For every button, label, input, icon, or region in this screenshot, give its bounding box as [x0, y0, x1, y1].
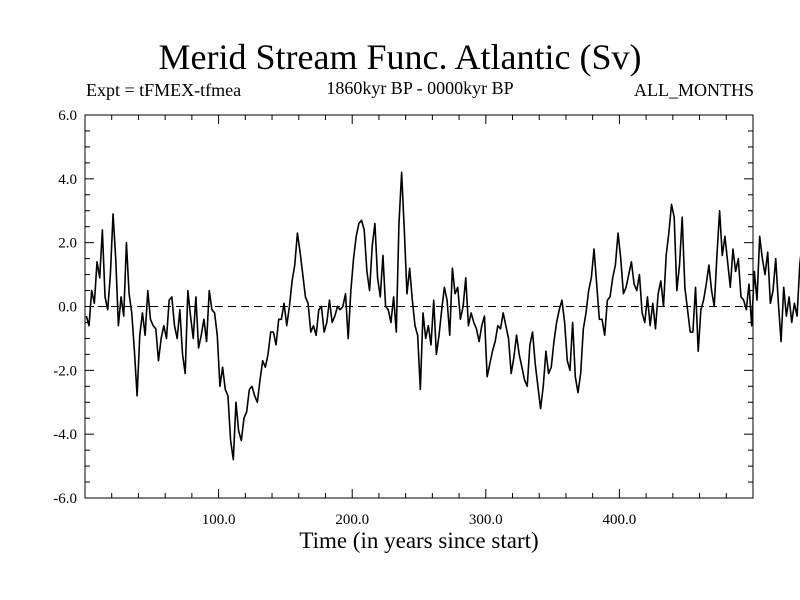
y-tick-label: 4.0 — [58, 172, 77, 188]
time-range-label: 1860kyr BP - 0000kyr BP — [326, 78, 514, 98]
y-tick-label: -6.0 — [53, 491, 77, 507]
x-axis-label: Time (in years since start) — [299, 528, 539, 553]
x-tick-label: 400.0 — [603, 512, 637, 528]
series-line — [85, 171, 800, 461]
y-tick-label: 0.0 — [58, 300, 77, 316]
experiment-label: Expt = tFMEX-tfmea — [86, 80, 242, 100]
chart-title: Merid Stream Func. Atlantic (Sv) — [158, 37, 642, 77]
y-tick-label: 2.0 — [58, 236, 77, 252]
x-tick-label: 200.0 — [335, 512, 369, 528]
y-tick-label: -2.0 — [53, 363, 77, 379]
months-label: ALL_MONTHS — [634, 80, 754, 100]
y-tick-label: -4.0 — [53, 427, 77, 443]
y-tick-label: 6.0 — [58, 108, 77, 124]
x-tick-label: 300.0 — [469, 512, 503, 528]
x-tick-label: 100.0 — [202, 512, 236, 528]
